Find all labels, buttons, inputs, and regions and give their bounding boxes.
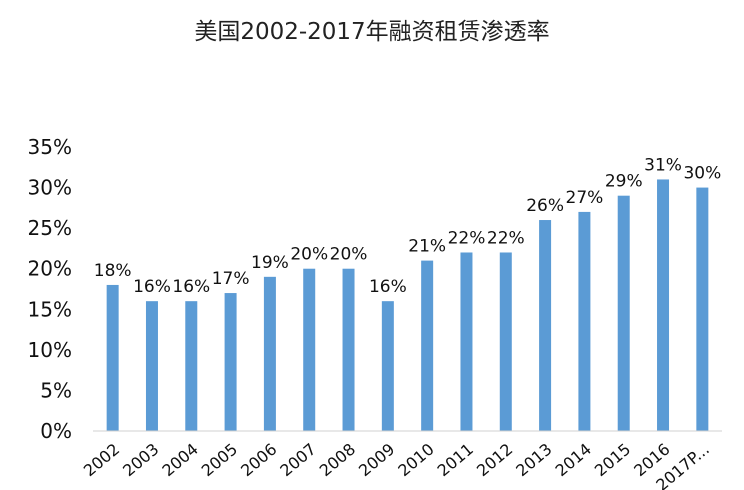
bar-2014 — [578, 211, 591, 431]
data-label: 16% — [133, 277, 171, 297]
y-tick-label: 20% — [28, 257, 72, 281]
data-label: 17% — [212, 269, 250, 289]
chart-title: 美国2002-2017年融资租赁渗透率 — [194, 19, 550, 45]
data-label: 16% — [369, 277, 407, 297]
x-tick-label: 2008 — [316, 440, 359, 481]
bar-2017P... — [696, 187, 709, 431]
y-tick-label: 5% — [40, 378, 72, 402]
bar-2012 — [499, 252, 512, 431]
bar-2015 — [617, 195, 630, 431]
bar-2009 — [381, 301, 394, 431]
x-tick-label: 2014 — [552, 440, 595, 481]
x-tick-label: 2004 — [158, 440, 201, 481]
x-tick-label: 2006 — [237, 440, 280, 481]
data-label: 16% — [172, 277, 210, 297]
bar-2011 — [460, 252, 473, 431]
x-tick-label: 2011 — [434, 440, 477, 481]
bar-2005 — [224, 293, 237, 431]
data-label: 21% — [408, 237, 446, 257]
y-tick-label: 0% — [40, 419, 72, 443]
data-label: 18% — [94, 261, 132, 281]
y-tick-label: 10% — [28, 338, 72, 362]
bar-2006 — [263, 276, 276, 431]
data-label: 20% — [330, 245, 368, 265]
y-tick-label: 30% — [28, 176, 72, 200]
data-label: 27% — [566, 188, 604, 208]
data-label: 26% — [526, 196, 564, 216]
x-tick-label: 2010 — [394, 440, 437, 481]
bar-2016 — [657, 179, 670, 431]
bar-2010 — [421, 260, 434, 431]
data-label: 22% — [448, 228, 486, 248]
bar-2007 — [303, 268, 316, 431]
x-tick-label: 2003 — [119, 440, 162, 481]
y-axis: 0% 5% 10% 15% 20% 25% 30% 35% — [28, 135, 72, 443]
x-tick-label: 2005 — [198, 440, 241, 481]
data-label: 29% — [605, 172, 643, 192]
data-label: 19% — [251, 253, 289, 273]
x-tick-label: 2012 — [473, 440, 516, 481]
bar-2013 — [539, 220, 552, 431]
bar-2008 — [342, 268, 355, 431]
data-label: 20% — [290, 245, 328, 265]
data-label: 30% — [683, 164, 721, 184]
y-tick-label: 15% — [28, 297, 72, 321]
x-tick-label: 2015 — [591, 440, 634, 481]
x-tick-label: 2009 — [355, 440, 398, 481]
y-tick-label: 25% — [28, 216, 72, 240]
bar-2004 — [185, 301, 198, 431]
y-tick-label: 35% — [28, 135, 72, 159]
bar-2002 — [106, 284, 119, 431]
bar-2003 — [145, 301, 158, 431]
x-tick-label: 2013 — [512, 440, 555, 481]
data-label: 31% — [644, 155, 682, 175]
data-label: 22% — [487, 228, 525, 248]
x-tick-label: 2002 — [80, 440, 123, 481]
bars: 18%16% 16% 17%19% 20% 20%16%21% 22% 22%26% 27%2… — [94, 155, 721, 431]
x-tick-label: 2007 — [276, 440, 319, 481]
x-axis: 2002200320042005200620072008200920102011… — [80, 430, 722, 490]
